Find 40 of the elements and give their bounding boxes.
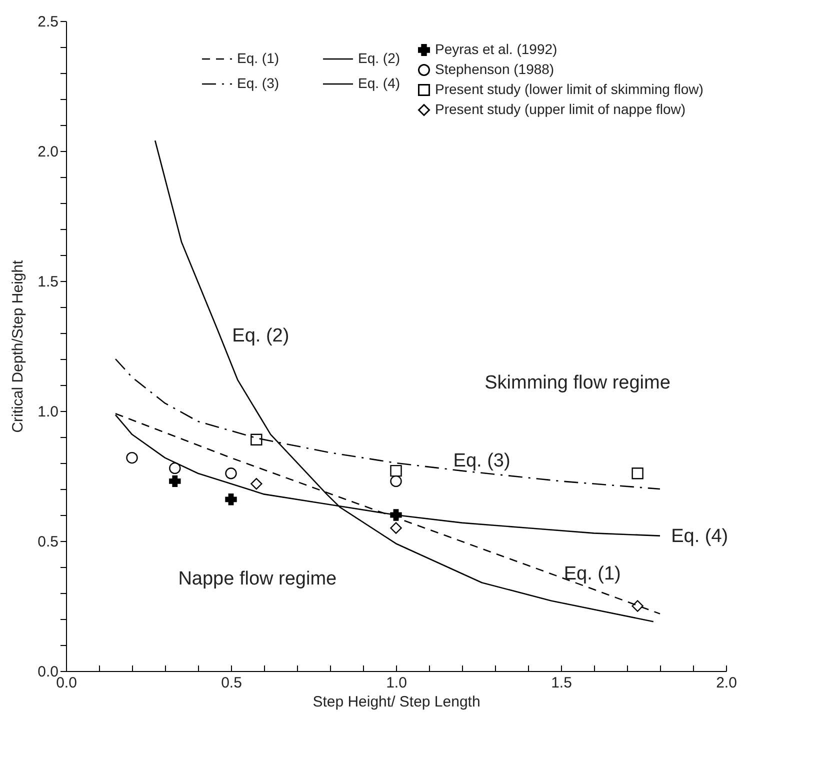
annotation: Nappe flow regime [178, 568, 337, 590]
point [390, 475, 402, 488]
point [390, 522, 402, 534]
y-tick-label: 0.5 [38, 534, 58, 550]
point [126, 452, 138, 464]
x-tick-label: 1.0 [386, 674, 407, 692]
y-tick-label: 1.0 [38, 404, 58, 420]
annotation: Eq. (4) [671, 526, 728, 547]
y-tick-label: 2.5 [38, 14, 58, 30]
y-tick-label: 0.0 [38, 664, 58, 680]
y-tick-label: 2.0 [38, 144, 58, 160]
x-tick-label: 0.0 [56, 674, 77, 692]
x-tick-label: 1.5 [551, 674, 572, 692]
y-axis-title: Critical Depth/Step Height [10, 259, 27, 433]
point [390, 509, 402, 521]
legend-label: Eq. (2) [358, 50, 400, 66]
legend-label: Peyras et al. (1992) [435, 41, 558, 57]
point [632, 600, 644, 612]
annotation: Eq. (1) [564, 564, 621, 584]
x-tick-label: 2.0 [716, 674, 737, 692]
legend-label: Present study (lower limit of skimming flow) [435, 81, 704, 97]
annotation: Eq. (2) [232, 326, 290, 347]
point [250, 434, 262, 446]
point [169, 462, 181, 474]
point [225, 468, 237, 480]
legend-label: Eq. (1) [237, 50, 280, 66]
annotation: Skimming flow regime [484, 372, 670, 394]
point [390, 464, 402, 477]
point [225, 494, 237, 506]
point [169, 475, 181, 488]
x-tick-label: 0.5 [221, 674, 242, 692]
legend-label: Eq. (4) [358, 75, 400, 91]
y-tick-label: 1.5 [38, 274, 58, 290]
annotation: Eq. (3) [453, 450, 510, 472]
legend-label: Stephenson (1988) [435, 61, 554, 77]
legend-label: Present study (upper limit of nappe flow) [435, 101, 686, 117]
point [250, 478, 262, 490]
point [632, 468, 644, 480]
legend-label: Eq. (3) [237, 75, 280, 91]
x-axis-title: Step Height/ Step Length [312, 694, 480, 710]
